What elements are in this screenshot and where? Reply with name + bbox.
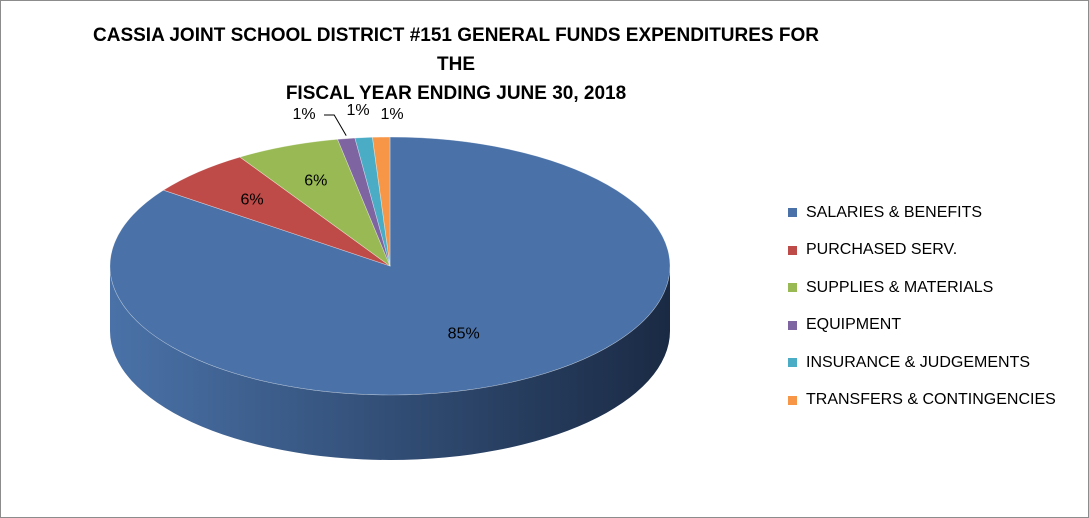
data-label-supplies-materials: 6% bbox=[304, 173, 327, 190]
legend-item-salaries-benefits: SALARIES & BENEFITS bbox=[788, 194, 1056, 232]
data-label-salaries-benefits: 85% bbox=[448, 326, 480, 343]
data-label-purchased-serv: 6% bbox=[240, 191, 263, 208]
legend-swatch bbox=[788, 320, 797, 330]
chart-title-line-2: FISCAL YEAR ENDING JUNE 30, 2018 bbox=[285, 83, 627, 104]
legend-item-supplies-materials: SUPPLIES & MATERIALS bbox=[788, 269, 1056, 307]
legend-item-purchased-serv: PURCHASED SERV. bbox=[788, 232, 1056, 270]
legend-swatch bbox=[788, 245, 797, 255]
leader-line-equipment bbox=[324, 114, 347, 136]
legend-swatch bbox=[788, 208, 797, 218]
pie-slice-transfers-contingencies bbox=[372, 136, 391, 267]
legend-item-equipment: EQUIPMENT bbox=[788, 307, 1056, 345]
legend-item-insurance-judgements: INSURANCE & JUDGEMENTS bbox=[788, 344, 1056, 382]
legend-label: SUPPLIES & MATERIALS bbox=[806, 278, 994, 296]
legend-label: INSURANCE & JUDGEMENTS bbox=[806, 353, 1031, 371]
data-label-transfers-contingencies: 1% bbox=[380, 106, 403, 123]
chart-title-line-1: CASSIA JOINT SCHOOL DISTRICT #151 GENERA… bbox=[93, 25, 819, 75]
chart-legend: SALARIES & BENEFITS PURCHASED SERV. SUPPLI… bbox=[788, 194, 1056, 419]
legend-label: PURCHASED SERV. bbox=[806, 241, 958, 259]
pie-side-salaries-benefits bbox=[110, 266, 670, 460]
legend-label: EQUIPMENT bbox=[806, 316, 902, 334]
legend-swatch bbox=[788, 358, 797, 368]
chart-title: CASSIA JOINT SCHOOL DISTRICT #151 GENERA… bbox=[91, 21, 821, 108]
data-label-equipment: 1% bbox=[292, 106, 315, 123]
data-label-insurance-judgements: 1% bbox=[346, 102, 369, 119]
legend-swatch bbox=[788, 395, 797, 405]
legend-item-transfers-contingencies: TRANSFERS & CONTINGENCIES bbox=[788, 382, 1056, 420]
legend-swatch bbox=[788, 283, 797, 293]
legend-label: TRANSFERS & CONTINGENCIES bbox=[806, 391, 1056, 409]
legend-label: SALARIES & BENEFITS bbox=[806, 203, 983, 221]
